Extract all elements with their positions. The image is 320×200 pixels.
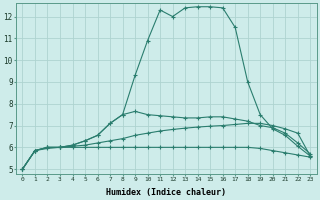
X-axis label: Humidex (Indice chaleur): Humidex (Indice chaleur)	[106, 188, 226, 197]
